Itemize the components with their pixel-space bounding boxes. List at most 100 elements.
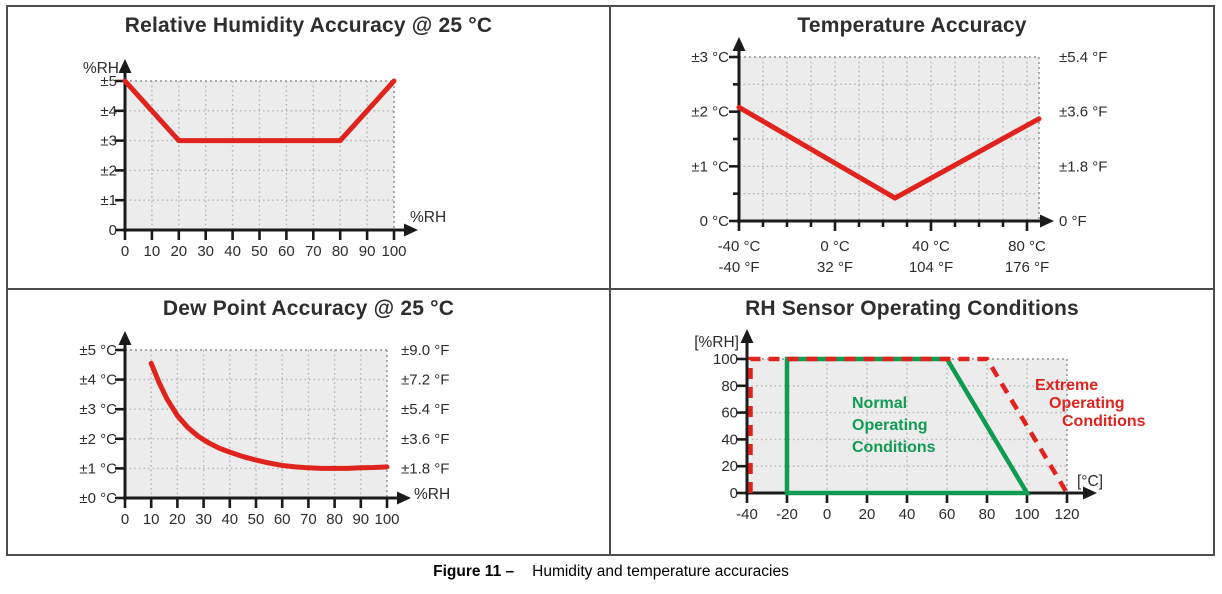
x-tick-label: 70 <box>305 243 322 260</box>
chart-title-rh-accuracy: Relative Humidity Accuracy @ 25 °C <box>124 14 493 37</box>
x-tick-label: 20 <box>170 243 187 260</box>
x-tick-label: 20 <box>859 506 876 523</box>
y-tick-label-right: ±3.6 °F <box>401 431 449 448</box>
y-tick-label-left: 0 <box>730 485 738 502</box>
extreme-operating-conditions-label: Extreme Operating Conditions <box>1035 377 1146 431</box>
x-tick-label: 30 <box>195 511 212 528</box>
x-tick-label-fahrenheit: -40 °F <box>718 259 759 276</box>
normal-label-line: Normal <box>852 395 908 412</box>
figure-box: Relative Humidity Accuracy @ 25 °C 0 10 20… <box>6 5 1215 556</box>
x-tick-label: -40 <box>736 506 758 523</box>
temperature-accuracy-line <box>736 104 1042 201</box>
y-axis-unit-label: %RH <box>83 60 119 77</box>
x-tick-label: 50 <box>248 511 265 528</box>
y-tick-label-right: ±5.4 °F <box>401 401 449 418</box>
y-tick-label-left: 80 <box>721 378 738 395</box>
y-tick-label-right: ±1.8 °F <box>1059 158 1107 175</box>
y-tick-label-left: ±1 °C <box>79 460 117 477</box>
y-tick-label-left: ±2 °C <box>79 431 117 448</box>
panel-temperature-accuracy: Temperature Accuracy -40 °C -40 °F 0 °C 32 … <box>611 7 1213 288</box>
normal-operating-conditions-label: Normal Operating Conditions <box>852 393 936 459</box>
y-tick-label-left: ±3 <box>100 133 117 150</box>
x-tick-label-celsius: 0 °C <box>820 238 850 255</box>
x-axis-arrow <box>404 223 418 237</box>
x-tick-label: 10 <box>144 243 161 260</box>
y-tick-label-right: ±7.2 °F <box>401 372 449 389</box>
x-tick-label: 0 <box>121 511 129 528</box>
panel-divider-horizontal <box>8 288 1213 290</box>
y-tick-label-left: ±2 <box>100 162 117 179</box>
y-axis-unit-label: [%RH] <box>694 334 739 351</box>
panel-divider-vertical <box>609 7 611 554</box>
x-tick-label: 0 <box>823 506 831 523</box>
x-tick-label: 100 <box>381 243 406 260</box>
dew-point-accuracy-line <box>148 360 390 471</box>
y-tick-label-left: 100 <box>713 351 738 368</box>
y-tick-label-left: ±1 °C <box>691 158 729 175</box>
x-tick-label: 90 <box>352 511 369 528</box>
y-tick-label-left: ±0 °C <box>79 490 117 507</box>
x-tick-label: 90 <box>359 243 376 260</box>
y-tick-label-left: 40 <box>721 431 738 448</box>
x-tick-label-celsius: -40 °C <box>718 238 761 255</box>
rh-accuracy-line <box>122 78 397 144</box>
x-axis-arrow <box>1040 214 1054 228</box>
x-axis-unit-label: %RH <box>414 486 450 503</box>
x-tick-label: 60 <box>274 511 291 528</box>
panel-operating-conditions: RH Sensor Operating Conditions -40 -20 0 20… <box>611 290 1213 554</box>
chart-title-dew-point-accuracy: Dew Point Accuracy @ 25 °C <box>162 297 455 320</box>
x-tick-label: 40 <box>221 511 238 528</box>
y-tick-label-left: ±5 °C <box>79 342 117 359</box>
y-tick-label-left: ±4 <box>100 103 117 120</box>
extreme-label-line: Conditions <box>1062 413 1146 430</box>
chart-title-operating-conditions: RH Sensor Operating Conditions <box>745 297 1079 320</box>
x-tick-label: 80 <box>979 506 996 523</box>
panel-rh-accuracy: Relative Humidity Accuracy @ 25 °C 0 10 20… <box>8 7 609 288</box>
x-tick-label: 40 <box>899 506 916 523</box>
x-tick-label: 100 <box>374 511 399 528</box>
y-tick-label-left: 0 °C <box>700 213 730 230</box>
x-tick-label: 60 <box>939 506 956 523</box>
figure-caption: Figure 11 – Humidity and temperature accu… <box>0 563 1222 581</box>
y-tick-label-right: ±9.0 °F <box>401 342 449 359</box>
x-tick-label: 0 <box>121 243 129 260</box>
x-tick-label: 10 <box>143 511 160 528</box>
y-tick-label-left: ±3 °C <box>691 49 729 66</box>
x-tick-label-celsius: 80 °C <box>1008 238 1046 255</box>
panel-dew-point-accuracy: Dew Point Accuracy @ 25 °C 0 10 20 30 40 50 60… <box>8 290 609 554</box>
x-tick-label-fahrenheit: 32 °F <box>817 259 853 276</box>
y-tick-label-left: 0 <box>109 222 117 239</box>
x-axis-arrow <box>1083 486 1097 500</box>
y-axis-arrow <box>118 59 132 73</box>
x-axis-arrow <box>397 491 411 505</box>
y-tick-label-left: ±2 °C <box>691 104 729 121</box>
y-tick-label-left: 60 <box>721 405 738 422</box>
figure-caption-text: Humidity and temperature accuracies <box>532 563 789 580</box>
y-tick-label-right: ±1.8 °F <box>401 460 449 477</box>
figure-caption-label: Figure 11 – <box>433 563 515 580</box>
y-tick-label-right: ±3.6 °F <box>1059 104 1107 121</box>
x-tick-label: -20 <box>776 506 798 523</box>
x-tick-label-fahrenheit: 176 °F <box>1005 259 1049 276</box>
x-tick-label: 120 <box>1054 506 1079 523</box>
x-axis-unit-label: %RH <box>410 209 446 226</box>
y-axis-arrow <box>732 37 746 51</box>
x-tick-label: 100 <box>1014 506 1039 523</box>
x-tick-label: 50 <box>251 243 268 260</box>
x-tick-label: 70 <box>300 511 317 528</box>
x-tick-label-celsius: 40 °C <box>912 238 950 255</box>
extreme-label-line: Extreme <box>1035 377 1099 394</box>
y-tick-label-right: 0 °F <box>1059 213 1087 230</box>
x-axis-unit-label: [°C] <box>1077 473 1103 490</box>
y-tick-label-left: ±4 °C <box>79 372 117 389</box>
x-tick-label: 60 <box>278 243 295 260</box>
x-tick-label: 80 <box>326 511 343 528</box>
x-tick-label: 40 <box>224 243 241 260</box>
extreme-operating-region-outline <box>748 356 1069 495</box>
normal-label-line: Operating <box>852 417 928 434</box>
normal-label-line: Conditions <box>852 439 936 456</box>
y-tick-label-right: ±5.4 °F <box>1059 49 1107 66</box>
x-tick-label: 30 <box>197 243 214 260</box>
